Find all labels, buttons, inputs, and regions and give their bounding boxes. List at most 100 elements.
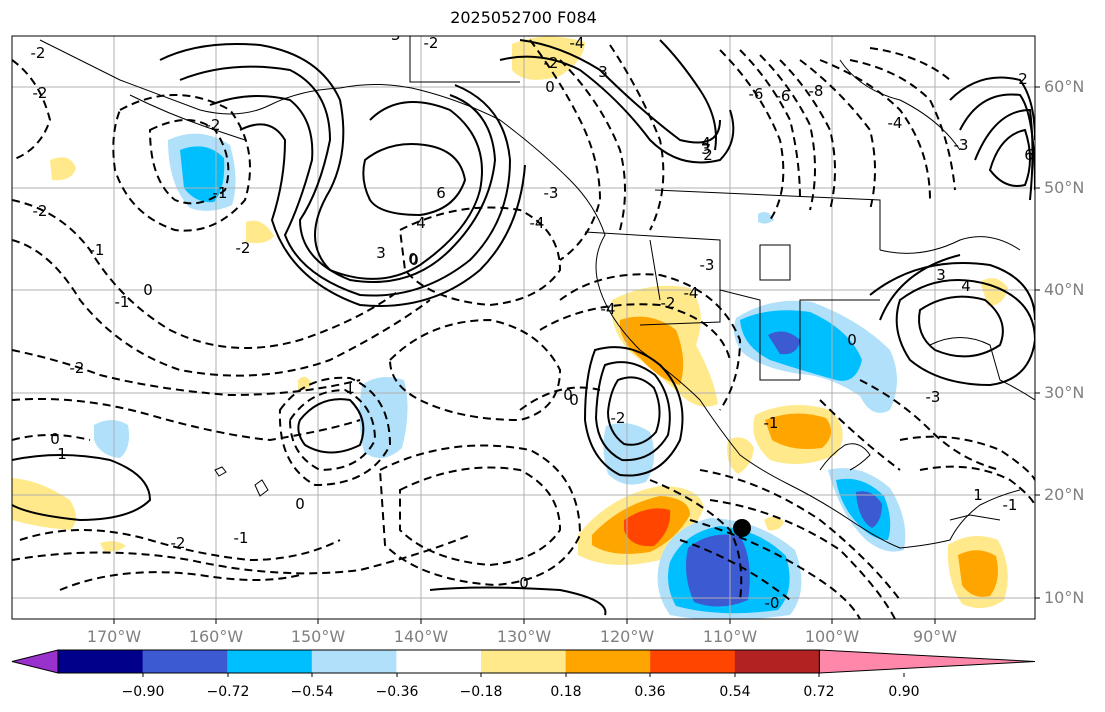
contour-label: -4 — [530, 214, 545, 232]
colorbar-tick-label: −0.54 — [290, 684, 334, 700]
colorbar-cell — [227, 650, 313, 673]
contour-label: -2 — [611, 409, 626, 427]
colorbar-tick-marks — [142, 673, 905, 677]
lon-label: 130°W — [496, 627, 552, 646]
colorbar-tick-label: 0.54 — [719, 684, 751, 700]
contour-label: 6 — [436, 184, 446, 202]
contour-label: 0 — [408, 250, 418, 268]
contour-label: 4 — [701, 134, 711, 152]
contour-label: -2 — [661, 294, 676, 312]
contour-label: -1 — [213, 184, 228, 202]
contour-label: 3 — [376, 244, 386, 262]
location-marker — [733, 519, 751, 537]
contour-label: -1 — [115, 293, 130, 311]
colorbar-tick-label: −0.72 — [206, 684, 250, 700]
grid-lines — [12, 36, 1035, 619]
contour-label: -1 — [1003, 496, 1018, 514]
lon-label: 90°W — [912, 627, 958, 646]
contour-label: 0 — [545, 78, 555, 96]
contour-label: -3 — [544, 184, 559, 202]
contour-label: 0 — [143, 281, 153, 299]
contour-label: 0 — [569, 391, 579, 409]
contour-label: -3 — [386, 26, 401, 44]
colorbar-tick-label: −0.90 — [121, 684, 165, 700]
colorbar-cell — [311, 650, 397, 673]
shade-negative — [686, 534, 750, 607]
lon-label: 140°W — [393, 627, 449, 646]
lon-label: 160°W — [188, 627, 244, 646]
shade-negative — [856, 491, 882, 528]
lat-label: 30°N — [1044, 383, 1085, 402]
contour-label: 2 — [1018, 70, 1028, 88]
tick-marks — [113, 86, 1040, 624]
contour-label: -2 — [33, 202, 48, 220]
lon-label: 120°W — [599, 627, 655, 646]
lon-label: 170°W — [86, 627, 142, 646]
contour-label: 1 — [57, 445, 67, 463]
colorbar — [11, 649, 1036, 677]
shade-positive — [50, 157, 76, 181]
contour-label: 2 — [703, 146, 713, 164]
contour-label: 0 — [847, 331, 857, 349]
shade-negative — [94, 420, 129, 458]
contour-label: -2 — [236, 239, 251, 257]
contour-label: -1 — [234, 529, 249, 547]
colorbar-extend-low — [11, 649, 59, 674]
contours-solid — [12, 39, 1035, 616]
contour-label: 1 — [973, 486, 983, 504]
shade-positive — [765, 413, 832, 449]
contour-label: -8 — [809, 82, 824, 100]
contour-label: 1 — [345, 379, 355, 397]
contour-label: -1 — [764, 414, 779, 432]
contour-label: -2 — [206, 116, 221, 134]
contour-label: -4 — [601, 300, 616, 318]
coastlines — [39, 36, 1035, 549]
contours-dashed — [12, 39, 1035, 619]
contour-label: -2 — [31, 44, 46, 62]
colorbar-tick-label: 0.72 — [803, 684, 835, 700]
contour-label: 3 — [936, 266, 946, 284]
contour-label: 0 — [409, 251, 419, 269]
contour-label: 0 — [295, 495, 305, 513]
shade-positive — [619, 316, 684, 385]
lat-label: 10°N — [1044, 588, 1085, 607]
colorbar-tick-label: −0.36 — [375, 684, 419, 700]
contour-label: -2 — [424, 34, 439, 52]
colorbar-outline — [57, 649, 820, 674]
contour-label: -0 — [765, 594, 780, 612]
contour-label: 6 — [1024, 146, 1034, 164]
colorbar-tick-label: −0.18 — [459, 684, 503, 700]
lon-label: 110°W — [702, 627, 758, 646]
colorbar-cell — [650, 650, 736, 673]
contour-label: 0 — [50, 430, 60, 448]
colorbar-cell — [142, 650, 228, 673]
shade-negative — [768, 331, 800, 355]
contour-label: 4 — [961, 277, 971, 295]
contour-label: -3 — [700, 256, 715, 274]
map-title: 2025052700 F084 — [450, 8, 597, 27]
contour-label: -4 — [684, 284, 699, 302]
contour-label: -2 — [70, 359, 85, 377]
lat-label: 60°N — [1044, 77, 1085, 96]
contour-label: -4 — [888, 114, 903, 132]
contour-label: 4 — [416, 214, 426, 232]
contour-label: -3 — [926, 388, 941, 406]
contour-label: -6 — [776, 87, 791, 105]
colorbar-cell — [58, 650, 144, 673]
colorbar-cell — [481, 650, 567, 673]
contour-label: -4 — [570, 34, 585, 52]
shade-positive — [624, 508, 671, 547]
shade-positive — [764, 516, 784, 531]
shade-positive — [958, 550, 998, 597]
contour-label: -3 — [954, 136, 969, 154]
shade-negative — [359, 376, 408, 459]
contour-label: -6 — [749, 85, 764, 103]
shade-positive — [246, 220, 274, 244]
lat-label: 40°N — [1044, 280, 1085, 299]
colorbar-tick-label: 0.36 — [634, 684, 666, 700]
contour-label: -2 — [171, 534, 186, 552]
contour-label: 0 — [519, 574, 529, 592]
colorbar-extend-high — [818, 649, 1036, 674]
lon-label: 100°W — [804, 627, 860, 646]
